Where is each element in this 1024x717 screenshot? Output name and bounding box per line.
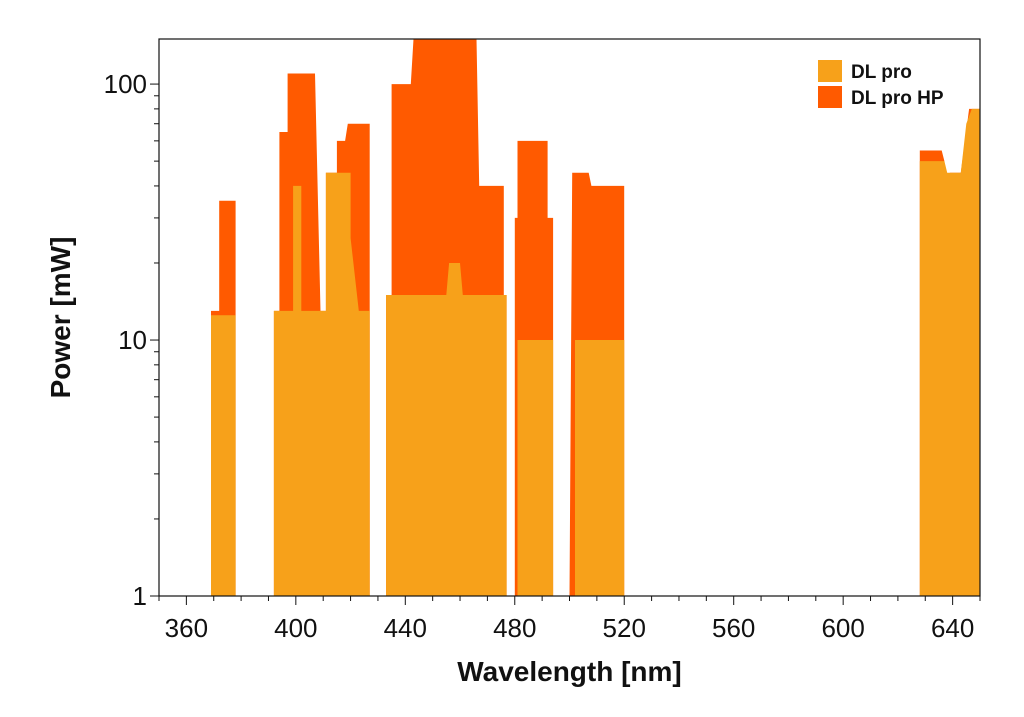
y-tick-label: 10	[118, 325, 147, 355]
y-tick-label: 100	[104, 69, 147, 99]
y-axis-title: Power [mW]	[45, 237, 76, 399]
x-tick-label: 600	[821, 613, 864, 643]
x-tick-label: 360	[165, 613, 208, 643]
x-tick-label: 400	[274, 613, 317, 643]
axis-tick-labels: 360 400 440 480 520 560 600 640 1 10 100	[104, 69, 975, 643]
legend-swatch-0	[818, 60, 842, 82]
legend: DL pro DL pro HP	[818, 60, 944, 109]
axis-ticks	[150, 83, 981, 605]
x-tick-label: 560	[712, 613, 755, 643]
series-areas	[211, 39, 980, 596]
x-axis-title: Wavelength [nm]	[457, 656, 682, 687]
x-tick-label: 520	[603, 613, 646, 643]
legend-label-1: DL pro HP	[851, 88, 944, 109]
x-tick-label: 640	[931, 613, 974, 643]
legend-label-0: DL pro	[851, 62, 912, 83]
x-tick-label: 440	[384, 613, 427, 643]
legend-swatch-1	[818, 86, 842, 108]
series-area-1	[211, 108, 980, 596]
y-tick-label: 1	[133, 581, 147, 611]
x-tick-label: 480	[493, 613, 536, 643]
